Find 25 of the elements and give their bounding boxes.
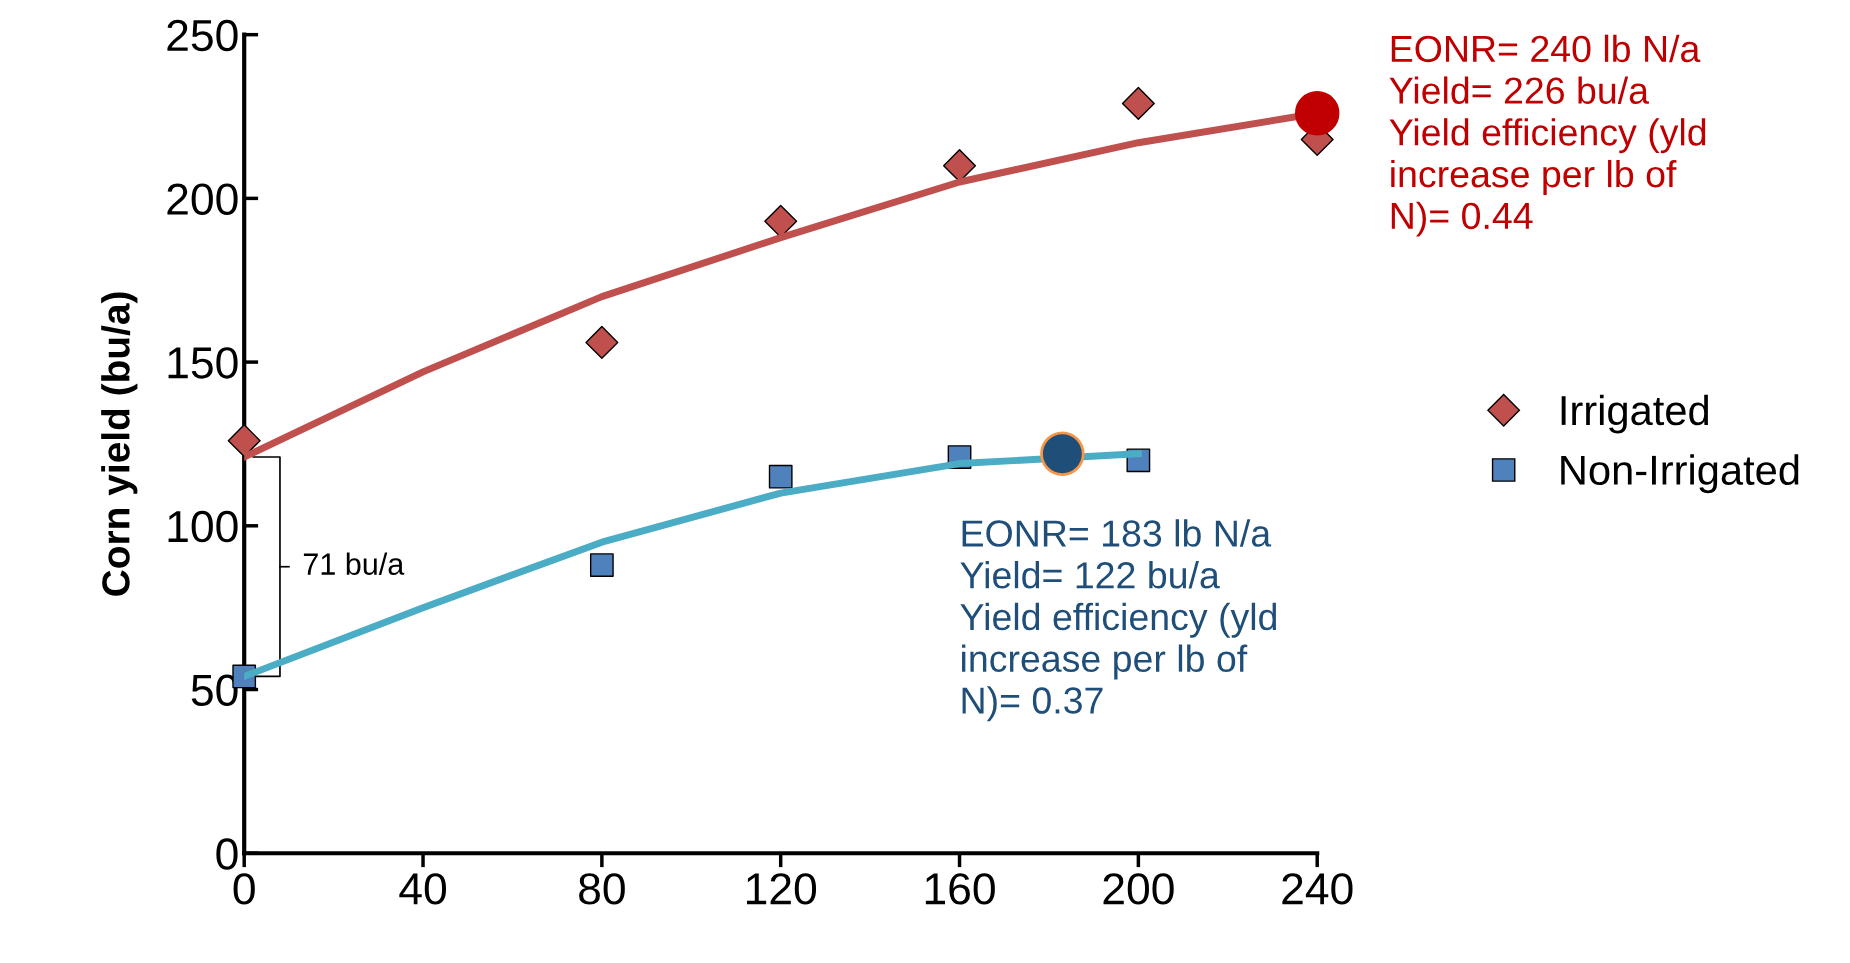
y-tick-label: 250 — [167, 19, 238, 52]
y-tick-label: 150 — [168, 347, 238, 379]
point — [764, 204, 798, 238]
x-tick-label: 200 — [1103, 873, 1174, 905]
point — [585, 325, 619, 359]
legend-label: Non-Irrigated — [1561, 454, 1799, 494]
x-tick-label: 160 — [925, 873, 995, 905]
annotation: 71 bu/a — [303, 552, 405, 575]
annotation: EONR= 240 lb N/a Yield= 226 bu/a Yield efficiency (yld increase per lb of N)= 0.44 — [1389, 34, 1706, 237]
point — [589, 553, 614, 577]
point — [227, 424, 261, 458]
x-tick-label: 120 — [747, 873, 817, 905]
annotation: EONR= 183 lb N/a Yield= 122 bu/a Yield efficiency (yld increase per lb of N)= 0.37 — [960, 519, 1277, 722]
y-axis-title: Corn yield (bu/a) — [101, 292, 138, 596]
point — [1294, 91, 1340, 136]
legend-label: Irrigated — [1561, 394, 1708, 434]
point — [768, 464, 793, 489]
x-tick-label: 240 — [1282, 873, 1353, 905]
x-tick-label: 80 — [579, 873, 625, 905]
point — [1121, 86, 1155, 120]
point — [1040, 431, 1085, 476]
y-tick-label: 100 — [168, 510, 238, 543]
y-tick-label: 0 — [216, 838, 238, 870]
y-tick-label: 200 — [167, 183, 238, 215]
x-tick-label: 40 — [399, 873, 447, 905]
